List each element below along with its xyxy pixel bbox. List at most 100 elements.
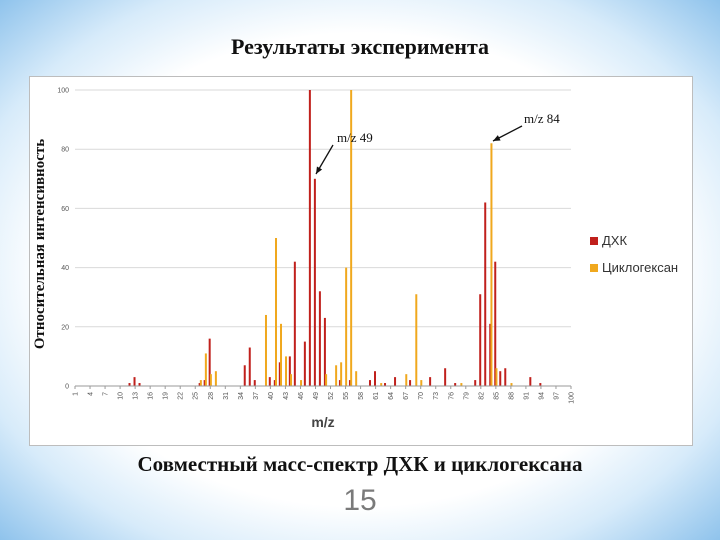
bar-dhk (539, 383, 542, 386)
bar-cyclohexane (350, 90, 353, 386)
legend-swatch (590, 264, 598, 272)
legend-label: ДХК (602, 233, 627, 248)
x-axis-title: m/z (311, 414, 334, 430)
x-tick-label: 40 (268, 392, 275, 400)
bar-cyclohexane (420, 380, 423, 386)
x-tick-label: 91 (523, 392, 530, 400)
grid-lines (75, 89, 571, 387)
x-tick-label: 43 (283, 392, 290, 400)
bar-cyclohexane (199, 380, 202, 386)
bar-dhk (243, 365, 246, 386)
bar-dhk (529, 377, 532, 386)
x-tick-label: 34 (238, 392, 245, 400)
x-tick-label: 58 (358, 392, 365, 400)
bar-dhk (494, 261, 497, 386)
x-tick-label: 55 (343, 392, 350, 400)
x-tick-label: 85 (493, 392, 500, 400)
x-tick-label: 4 (88, 392, 95, 396)
bar-cyclohexane (460, 383, 463, 386)
x-tick-label: 88 (508, 392, 515, 400)
bar-dhk (348, 380, 351, 386)
x-tick-label: 76 (448, 392, 455, 400)
x-tick-label: 1 (73, 392, 80, 396)
x-tick-label: 94 (538, 392, 545, 400)
x-tick-label: 37 (253, 392, 260, 400)
bar-cyclohexane (340, 362, 343, 386)
x-tick-label: 25 (193, 392, 200, 400)
bar-cyclohexane (405, 374, 408, 386)
bar-dhk (288, 356, 291, 386)
bar-dhk (479, 294, 482, 386)
bar-dhk (253, 380, 256, 386)
bar-dhk (293, 261, 296, 386)
x-tick-label: 73 (433, 392, 440, 400)
bar-dhk (308, 90, 311, 386)
x-tick-label: 7 (103, 392, 110, 396)
bar-dhk (323, 317, 326, 386)
bar-cyclohexane (345, 267, 348, 386)
x-tick-label: 70 (418, 392, 425, 400)
x-tick-label: 10 (118, 392, 125, 400)
bar-dhk (248, 347, 251, 386)
y-tick-label: 80 (61, 147, 69, 154)
bar-cyclohexane (490, 143, 493, 386)
bar-cyclohexane (214, 371, 217, 386)
chart-caption: Совместный масс-спектр ДХК и циклогексан… (137, 452, 583, 476)
bar-cyclohexane (275, 238, 278, 386)
mass-spectrum-chart: 0 20 40 60 80 100 1 4 7 10 13 16 19 22 25 28 31 34 37 40 43 4… (32, 88, 678, 431)
y-tick-label: 0 (65, 384, 69, 391)
bar-cyclohexane (264, 314, 267, 386)
bar-dhk (338, 380, 341, 386)
bar-dhk (203, 380, 206, 386)
bar-dhk (198, 383, 201, 386)
bar-dhk (409, 380, 412, 386)
x-tick-label: 49 (313, 392, 320, 400)
bar-cyclohexane (355, 371, 358, 386)
annotation-arrowhead (493, 135, 501, 141)
bar-dhk (208, 338, 211, 386)
x-tick-label: 52 (328, 392, 335, 400)
x-tick-label: 46 (298, 392, 305, 400)
x-tick-label: 82 (478, 392, 485, 400)
x-tick-label: 100 (569, 392, 576, 404)
bar-dhk (484, 202, 487, 386)
bar-dhk (133, 377, 136, 386)
bar-dhk (313, 178, 316, 386)
bar-cyclohexane (380, 383, 383, 386)
x-tick-label: 67 (403, 392, 410, 400)
bar-cyclohexane (285, 356, 288, 386)
y-tick-label: 40 (61, 265, 69, 272)
x-tick-label: 28 (208, 392, 215, 400)
x-tick-label: 22 (178, 392, 185, 400)
bar-cyclohexane (335, 365, 338, 386)
slide-title: Результаты эксперимента (230, 34, 490, 59)
legend: ДХК Циклогексан (590, 233, 678, 275)
x-tick-label: 16 (148, 392, 155, 400)
bar-dhk (374, 371, 377, 386)
tick-labels: 0 20 40 60 80 100 1 4 7 10 13 16 19 22 25 28 31 34 37 40 43 4… (57, 88, 575, 404)
x-tick-label: 97 (553, 392, 560, 400)
bar-cyclohexane (204, 353, 207, 386)
bar-dhk (504, 368, 507, 386)
bar-dhk (268, 377, 271, 386)
annotation-label: m/z 84 (524, 111, 560, 126)
bar-cyclohexane (510, 383, 513, 386)
y-tick-label: 20 (61, 324, 69, 331)
bar-dhk (489, 323, 492, 386)
y-tick-label: 100 (57, 88, 69, 95)
annotations: m/z 49 m/z 84 (315, 111, 560, 175)
bar-dhk (278, 362, 281, 386)
bar-cyclohexane (280, 323, 283, 386)
bar-dhk (138, 383, 141, 386)
annotation-arrowhead (316, 166, 323, 174)
bar-cyclohexane (325, 374, 328, 386)
legend-label: Циклогексан (602, 260, 678, 275)
x-tick-label: 61 (373, 392, 380, 400)
y-axis-title: Относительная интенсивность (32, 139, 48, 349)
bar-dhk (368, 380, 371, 386)
x-tick-label: 31 (223, 392, 230, 400)
bar-dhk (429, 377, 432, 386)
bar-dhk (273, 380, 276, 386)
x-tick-label: 64 (388, 392, 395, 400)
bar-cyclohexane (300, 380, 303, 386)
